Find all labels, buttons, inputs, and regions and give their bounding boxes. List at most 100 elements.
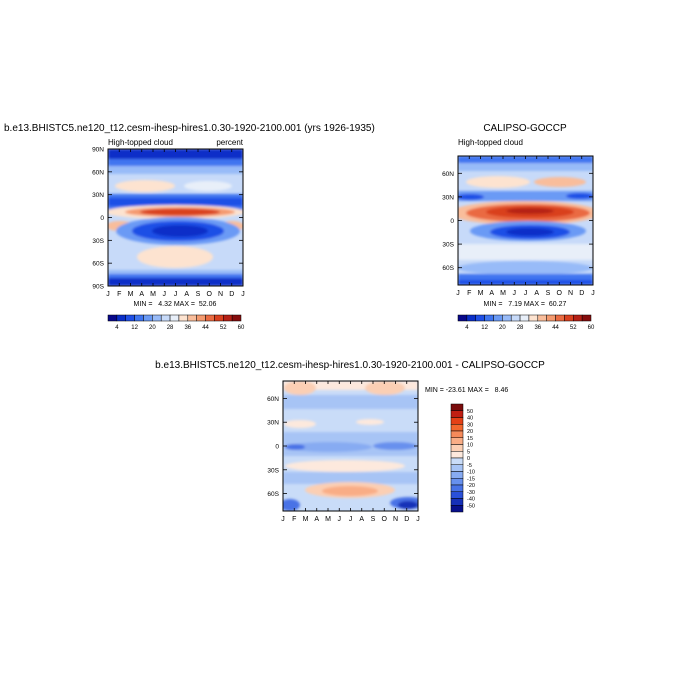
colorbar-swatch xyxy=(450,484,464,492)
colorbar-swatch xyxy=(450,491,464,499)
colorbar-swatch xyxy=(519,314,530,322)
panel-diff-stats: MIN = -23.61 MAX = 8.46 xyxy=(425,387,508,394)
x-tick-label: A xyxy=(489,290,494,297)
x-tick-label: N xyxy=(218,291,223,298)
y-tick-label: 30N xyxy=(442,194,454,201)
colorbar-label: 0 xyxy=(467,456,470,462)
colorbar-label: 30 xyxy=(467,422,473,428)
colorbar-label: -40 xyxy=(467,497,475,503)
x-tick-label: O xyxy=(557,290,563,297)
colorbar-swatch xyxy=(450,444,464,452)
x-tick-label: F xyxy=(117,291,121,298)
x-tick-label: S xyxy=(546,290,551,297)
x-tick-label: F xyxy=(292,516,296,523)
colorbar-swatch xyxy=(125,314,135,322)
panel-model-y-ticks: 90N 60N 30N 0 30S 60S 90S xyxy=(92,147,243,291)
x-tick-label: F xyxy=(467,290,471,297)
colorbar-swatch xyxy=(152,314,162,322)
colorbar-swatch xyxy=(450,471,464,479)
panel-model-left-label: High-topped cloud xyxy=(108,138,173,147)
colorbar-swatch xyxy=(231,314,242,322)
x-tick-label: J xyxy=(456,290,460,297)
colorbar-label: 52 xyxy=(570,325,577,331)
colorbar-label: -5 xyxy=(467,463,472,469)
x-tick-label: D xyxy=(579,290,584,297)
colorbar-swatch xyxy=(450,464,464,472)
x-tick-label: D xyxy=(404,516,409,523)
x-tick-label: J xyxy=(524,290,528,297)
y-tick-label: 60N xyxy=(92,169,104,176)
panel-diff-y-ticks: 60N 30N 0 30S 60S xyxy=(267,396,418,498)
colorbar-swatch xyxy=(223,314,233,322)
colorbar-label: 60 xyxy=(588,325,595,331)
x-tick-label: S xyxy=(371,516,376,523)
colorbar-swatch xyxy=(457,314,468,322)
colorbar-label: -10 xyxy=(467,470,475,476)
colorbar-swatch xyxy=(564,314,574,322)
colorbar-label: -20 xyxy=(467,483,475,489)
colorbar-label: 50 xyxy=(467,409,473,415)
panel-model-stats: MIN = 4.32 MAX = 52.06 xyxy=(134,301,217,308)
colorbar-label: 36 xyxy=(184,325,191,331)
panel-diff: b.e13.BHISTC5.ne120_t12.cesm-ihesp-hires… xyxy=(155,360,545,523)
x-tick-label: M xyxy=(325,516,331,523)
colorbar-swatch xyxy=(205,314,215,322)
colorbar-swatch xyxy=(555,314,565,322)
panel-obs-y-ticks: 60N 30N 0 30S 60S xyxy=(442,171,593,272)
y-tick-label: 90S xyxy=(92,284,104,291)
colorbar-swatch xyxy=(537,314,547,322)
panel-obs: CALIPSO-GOCCP High-topped cloud xyxy=(442,123,595,331)
colorbar-swatch xyxy=(107,314,118,322)
colorbar-swatch xyxy=(169,314,180,322)
colorbar-swatch xyxy=(546,314,556,322)
y-tick-label: 60S xyxy=(92,261,104,268)
y-tick-label: 60N xyxy=(267,396,279,403)
colorbar-swatch xyxy=(528,314,539,322)
colorbar-swatch xyxy=(450,410,464,418)
x-tick-label: A xyxy=(184,291,189,298)
colorbar-swatch xyxy=(450,505,464,513)
y-tick-label: 0 xyxy=(450,218,454,225)
colorbar-label: -50 xyxy=(467,503,475,509)
y-tick-label: 0 xyxy=(100,215,104,222)
y-tick-label: 60S xyxy=(267,491,279,498)
colorbar-label: 12 xyxy=(131,325,138,331)
x-tick-label: D xyxy=(229,291,234,298)
colorbar-label: -15 xyxy=(467,476,475,482)
y-tick-label: 30N xyxy=(92,192,104,199)
colorbar-label: 44 xyxy=(552,325,559,331)
colorbar-label: 15 xyxy=(467,436,473,442)
x-tick-label: M xyxy=(128,291,134,298)
x-tick-label: J xyxy=(241,291,245,298)
colorbar-swatch xyxy=(178,314,189,322)
x-tick-label: J xyxy=(281,516,285,523)
x-tick-label: J xyxy=(416,516,420,523)
colorbar-swatch xyxy=(450,498,464,506)
colorbar-swatch xyxy=(450,430,464,438)
colorbar-label: 20 xyxy=(499,325,506,331)
x-tick-label: J xyxy=(338,516,342,523)
x-tick-label: M xyxy=(478,290,484,297)
y-tick-label: 30N xyxy=(267,420,279,427)
x-tick-label: J xyxy=(591,290,595,297)
x-tick-label: M xyxy=(150,291,156,298)
x-tick-label: M xyxy=(303,516,309,523)
colorbar-swatch xyxy=(450,437,464,445)
colorbar-label: 5 xyxy=(467,449,470,455)
colorbar-label: 60 xyxy=(238,325,245,331)
colorbar-label: 40 xyxy=(467,416,473,422)
x-tick-label: A xyxy=(534,290,539,297)
colorbar-label: 20 xyxy=(149,325,156,331)
colorbar-label: 12 xyxy=(481,325,488,331)
y-tick-label: 30S xyxy=(267,467,279,474)
colorbar-swatch xyxy=(573,314,583,322)
y-tick-label: 60N xyxy=(442,171,454,178)
colorbar-label: 36 xyxy=(534,325,541,331)
colorbar-label: 44 xyxy=(202,325,209,331)
colorbar-swatch xyxy=(134,314,144,322)
